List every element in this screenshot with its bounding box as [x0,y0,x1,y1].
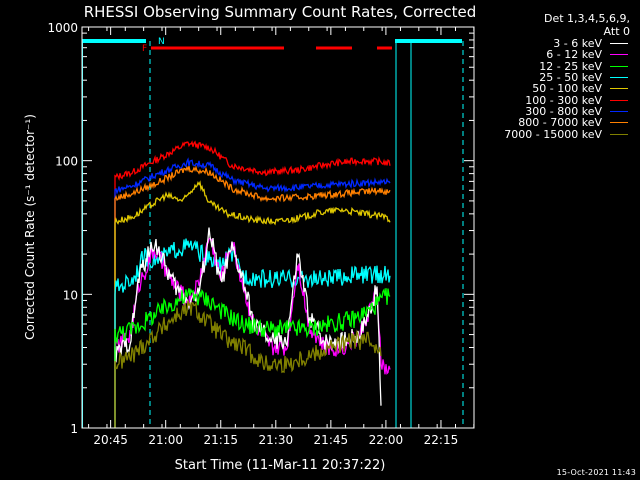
legend-swatch [610,54,628,56]
y-axis-label: Corrected Count Rate (s⁻¹ detector⁻¹) [23,114,37,340]
legend-item: 25 - 50 keV [484,71,634,85]
x-tick-label: 20:45 [93,433,128,447]
legend-swatch [610,77,628,79]
y-tick-label: 1 [70,422,78,436]
y-tick-label: 10 [63,288,78,302]
legend-swatch [610,133,628,135]
x-tick-label: 21:00 [148,433,183,447]
legend: Det 1,3,4,5,6,9, Att 0 3 - 6 keV 6 - 12 k… [484,12,634,141]
legend-swatch [610,99,628,101]
flare-flag-label: F [142,44,147,54]
y-tick-label: 100 [55,155,78,169]
legend-item: 800 - 7000 keV [484,116,634,130]
x-tick-label: 22:00 [369,433,404,447]
legend-label: 12 - 25 keV [539,59,602,73]
legend-item: 6 - 12 keV [484,48,634,62]
x-tick-label: 21:30 [259,433,294,447]
series-line [114,140,391,428]
legend-label: 25 - 50 keV [539,71,602,85]
plot-frame [81,26,475,429]
legend-item: 3 - 6 keV [484,37,634,51]
legend-item: 300 - 800 keV [484,104,634,118]
legend-attenuator: Att 0 [603,25,630,38]
legend-swatch [610,43,628,45]
legend-swatch [610,65,628,67]
legend-label: 100 - 300 keV [525,93,602,107]
legend-label: 3 - 6 keV [553,37,602,51]
legend-item: 12 - 25 keV [484,59,634,73]
legend-swatch [610,88,628,90]
legend-detectors: Det 1,3,4,5,6,9, [543,12,630,25]
legend-label: 6 - 12 keV [546,48,602,62]
x-axis-label: Start Time (11-Mar-11 20:37:22) [175,458,386,473]
legend-label: 50 - 100 keV [532,82,602,96]
series-line [114,180,391,428]
footer-date: 15-Oct-2021 11:43 [556,468,636,477]
chart-title: RHESSI Observing Summary Count Rates, Co… [84,3,477,21]
series-line [114,157,391,428]
legend-label: 800 - 7000 keV [518,116,602,130]
y-tick-label: 1000 [47,21,78,35]
series-line [114,288,391,428]
legend-swatch [610,122,628,124]
legend-item: 50 - 100 keV [484,82,634,96]
night-flag-label: N [158,37,165,47]
legend-item: 100 - 300 keV [484,93,634,107]
series-line [114,165,391,428]
legend-label: 7000 - 15000 keV [504,127,602,141]
series-line [114,300,382,428]
x-tick-label: 21:15 [203,433,238,447]
legend-item: 7000 - 15000 keV [484,127,634,141]
x-tick-label: 21:45 [314,433,349,447]
x-tick-label: 22:15 [424,433,459,447]
legend-label: 300 - 800 keV [525,104,602,118]
legend-swatch [610,110,628,112]
